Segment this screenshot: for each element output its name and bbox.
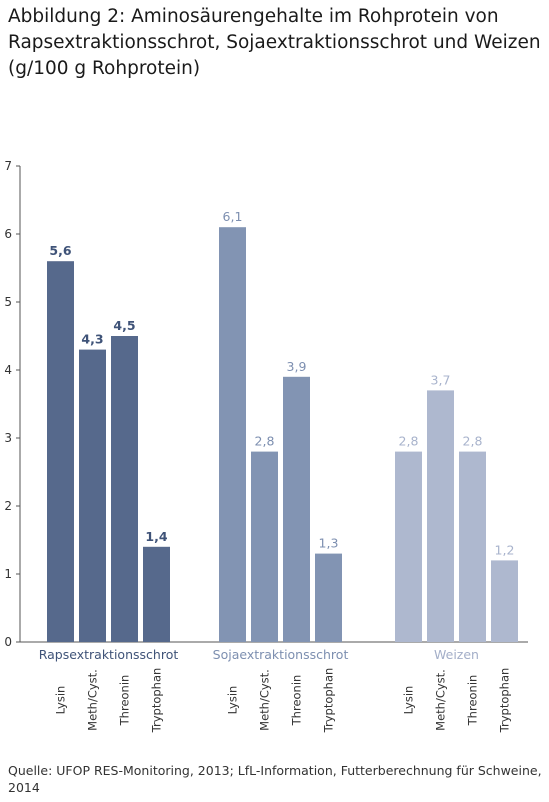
bar xyxy=(47,261,74,642)
x-tick-label: Meth/Cyst. xyxy=(86,669,100,731)
bar-chart: 0 1 2 3 4 5 6 7 5,6 Lysin 4,3 Meth/Cyst. 4,5 Threoni… xyxy=(4,159,528,733)
x-tick-label: Meth/Cyst. xyxy=(258,669,272,731)
data-label: 1,2 xyxy=(495,542,515,557)
y-tick-label: 7 xyxy=(4,159,12,173)
x-tick-label: Lysin xyxy=(226,686,240,715)
bar xyxy=(395,451,422,642)
data-label: 1,4 xyxy=(145,529,167,544)
x-tick-label: Meth/Cyst. xyxy=(434,669,448,731)
bar xyxy=(219,227,246,642)
y-tick-label: 1 xyxy=(4,567,12,581)
y-tick-label: 4 xyxy=(4,363,12,377)
data-label: 6,1 xyxy=(223,209,243,224)
y-tick-label: 5 xyxy=(4,295,12,309)
y-tick-label: 2 xyxy=(4,499,12,513)
bar xyxy=(251,451,278,642)
y-tick-label: 6 xyxy=(4,227,12,241)
bar xyxy=(79,349,106,642)
data-label: 1,3 xyxy=(319,536,339,551)
bar xyxy=(427,390,454,642)
bar xyxy=(459,451,486,642)
chart-title: Abbildung 2: Aminosäurengehalte im Rohpr… xyxy=(8,6,541,79)
x-tick-label: Lysin xyxy=(54,686,68,715)
bar xyxy=(143,546,170,642)
labels: 5,6 Lysin 4,3 Meth/Cyst. 4,5 Threonin 1,4 Trypt… xyxy=(39,209,515,733)
data-label: 2,8 xyxy=(463,434,483,449)
bars xyxy=(47,227,518,642)
data-label: 4,3 xyxy=(81,332,103,347)
x-tick-label: Tryptophan xyxy=(150,668,164,734)
x-tick-label: Threonin xyxy=(118,675,132,727)
bar xyxy=(491,560,518,642)
group-label: Weizen xyxy=(434,647,479,662)
data-label: 3,9 xyxy=(287,359,307,374)
group-label: Sojaextraktionsschrot xyxy=(213,647,349,662)
data-label: 2,8 xyxy=(399,434,419,449)
group-label: Rapsextraktionsschrot xyxy=(39,647,179,662)
y-tick-label: 3 xyxy=(4,431,12,445)
bar xyxy=(111,336,138,642)
x-tick-label: Tryptophan xyxy=(498,668,512,734)
data-label: 2,8 xyxy=(255,434,275,449)
y-tick-label: 0 xyxy=(4,635,12,649)
data-label: 3,7 xyxy=(431,372,451,387)
x-tick-label: Tryptophan xyxy=(322,668,336,734)
bar xyxy=(283,376,310,642)
data-label: 4,5 xyxy=(113,318,135,333)
source-note: Quelle: UFOP RES-Monitoring, 2013; LfL-I… xyxy=(8,763,542,795)
x-tick-label: Threonin xyxy=(290,675,304,727)
data-label: 5,6 xyxy=(49,243,71,258)
bar xyxy=(315,553,342,642)
x-tick-label: Threonin xyxy=(466,675,480,727)
x-tick-label: Lysin xyxy=(402,686,416,715)
